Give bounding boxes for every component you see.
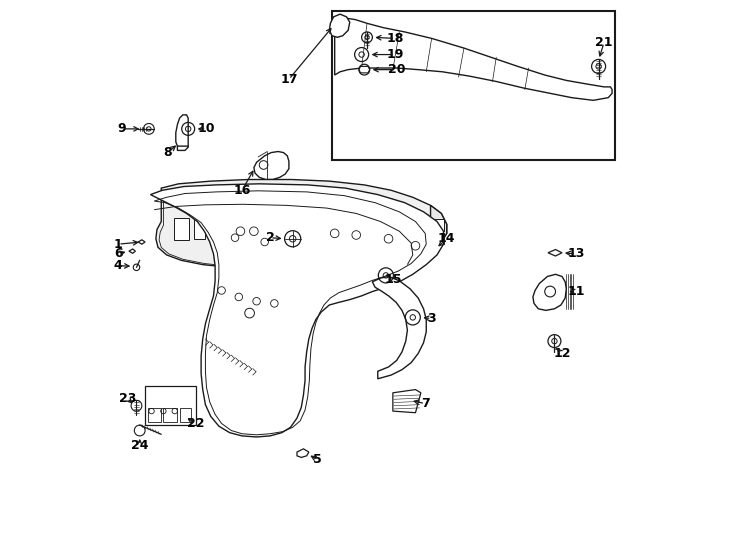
Text: 7: 7 <box>421 397 429 410</box>
Text: 10: 10 <box>197 123 215 136</box>
Bar <box>194 218 206 239</box>
Text: 1: 1 <box>114 238 123 251</box>
Text: 8: 8 <box>164 146 172 159</box>
Text: 18: 18 <box>386 32 404 45</box>
Polygon shape <box>533 274 567 310</box>
Bar <box>281 228 291 242</box>
Polygon shape <box>138 240 145 244</box>
Text: 3: 3 <box>427 312 436 325</box>
Polygon shape <box>393 389 421 413</box>
Text: 6: 6 <box>114 247 123 260</box>
Polygon shape <box>129 249 135 253</box>
Bar <box>180 408 192 422</box>
Text: 11: 11 <box>567 285 585 298</box>
Polygon shape <box>254 152 289 179</box>
Bar <box>145 386 196 425</box>
Text: 14: 14 <box>438 232 456 245</box>
Text: 13: 13 <box>567 247 585 260</box>
Text: 22: 22 <box>187 417 205 430</box>
Polygon shape <box>372 276 426 379</box>
Polygon shape <box>431 205 447 248</box>
Polygon shape <box>548 249 562 256</box>
Bar <box>148 408 161 422</box>
Text: 16: 16 <box>233 184 251 197</box>
Text: 24: 24 <box>131 438 148 451</box>
Bar <box>164 408 177 422</box>
Bar <box>294 228 304 242</box>
Text: 19: 19 <box>386 48 404 61</box>
Text: 4: 4 <box>114 259 123 272</box>
Polygon shape <box>330 14 350 37</box>
Text: 9: 9 <box>117 123 126 136</box>
Text: 12: 12 <box>553 347 571 360</box>
Text: 5: 5 <box>313 453 321 466</box>
Polygon shape <box>297 449 309 457</box>
Polygon shape <box>359 66 370 73</box>
Bar <box>332 11 615 160</box>
Bar <box>174 218 189 240</box>
Text: 21: 21 <box>595 36 613 49</box>
Polygon shape <box>335 18 612 100</box>
Text: 17: 17 <box>280 73 298 86</box>
Polygon shape <box>178 146 188 151</box>
Text: 23: 23 <box>119 392 136 404</box>
Bar <box>208 219 218 238</box>
Polygon shape <box>156 179 447 269</box>
Text: 20: 20 <box>388 63 405 76</box>
Text: 15: 15 <box>384 273 401 286</box>
Bar <box>435 233 444 244</box>
Text: 2: 2 <box>266 231 275 244</box>
Bar <box>435 219 444 231</box>
Polygon shape <box>176 115 188 149</box>
Polygon shape <box>150 184 443 437</box>
